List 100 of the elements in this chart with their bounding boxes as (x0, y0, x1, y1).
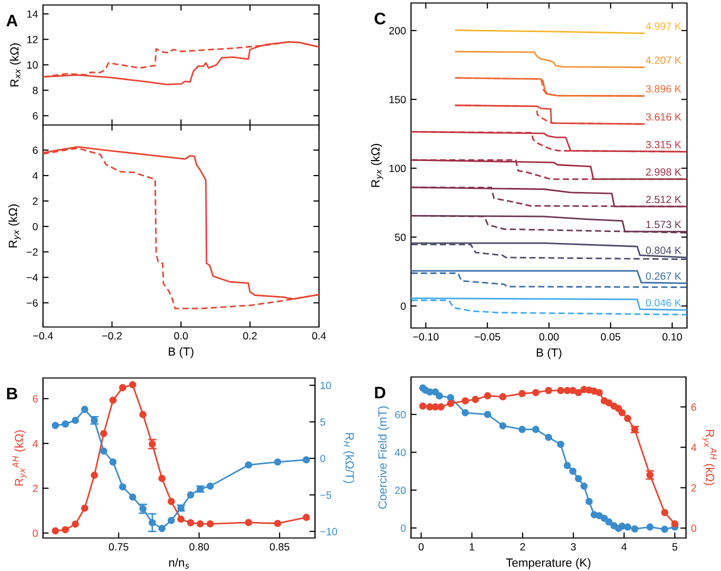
y-tick-label: 14 (27, 10, 38, 18)
y-tick-label: 10 (27, 61, 38, 69)
y-tick-label: 4 (32, 440, 38, 448)
x-tick-label: 0.00 (539, 333, 559, 341)
point (605, 399, 612, 406)
x-axis-title: n/n$_{s}$ (169, 558, 190, 569)
point (596, 512, 603, 520)
x-tick-label: 4 (621, 543, 627, 550)
y2-tick-label: −10 (320, 528, 338, 536)
x-tick-label: 2 (520, 543, 525, 550)
point (158, 474, 166, 482)
x-tick-label: −0.4 (33, 332, 53, 340)
y-tick-label: 200 (389, 27, 406, 34)
y-tick-label: 50 (394, 234, 406, 241)
y-tick-label: 4 (32, 172, 38, 180)
y2-axis-title: R$_{H}$ (kΩ/T) (343, 433, 354, 484)
point (569, 468, 576, 475)
y2-tick-label: 2 (691, 484, 696, 492)
point (119, 483, 126, 490)
series-label: 4.997 K (646, 22, 682, 30)
point (596, 388, 603, 396)
y-tick-label: −2 (26, 248, 38, 256)
point (624, 523, 632, 531)
point (186, 491, 194, 499)
series-label: 0.804 K (646, 246, 682, 254)
point (302, 456, 310, 464)
point (426, 388, 434, 396)
point (81, 406, 88, 414)
point (472, 396, 480, 404)
point (109, 458, 117, 466)
point (532, 426, 540, 434)
point (446, 394, 454, 402)
x-tick-label: 5 (672, 543, 678, 551)
point (618, 522, 626, 530)
point (100, 430, 108, 438)
point (62, 420, 69, 428)
point (274, 458, 282, 466)
series-label: 2.512 K (646, 196, 682, 204)
x-tick-label: 3 (570, 543, 576, 551)
y-tick-label: −4 (26, 274, 38, 282)
y2-tick-label: 4 (691, 444, 696, 452)
point (569, 386, 576, 394)
x-tick-label: −0.10 (413, 333, 439, 341)
point (631, 525, 638, 533)
y2-tick-label: 0 (691, 524, 696, 532)
point (499, 422, 506, 430)
y-tick-label: 6 (32, 112, 38, 120)
point (139, 410, 147, 418)
point (72, 416, 79, 424)
point (484, 392, 492, 400)
y-tick-label: 40 (394, 448, 406, 456)
chart-title: D (375, 386, 386, 398)
point (605, 518, 612, 526)
point (446, 400, 454, 408)
point (661, 526, 668, 533)
y-axis-title: R$_{yx}$$^{AH}$ (kΩ) (12, 430, 27, 486)
series-label: 3.896 K (646, 85, 682, 93)
y-tick-label: 0 (32, 530, 38, 537)
point (624, 414, 632, 422)
x-tick-label: 0.2 (243, 332, 257, 340)
point (196, 520, 204, 528)
point (186, 519, 194, 526)
point (462, 409, 469, 416)
y2-tick-label: 5 (320, 418, 326, 426)
x-tick-label: 0.05 (600, 333, 620, 341)
y-tick-label: 150 (390, 96, 406, 104)
point (129, 381, 136, 388)
point (302, 514, 310, 521)
x-tick-label: 0.80 (189, 543, 209, 551)
point (564, 462, 571, 470)
point (426, 403, 434, 411)
point (62, 526, 69, 534)
y-axis-title: R$_{yx}$ (kΩ) (370, 144, 384, 187)
point (158, 524, 166, 532)
chart-title: A (6, 14, 18, 26)
point (618, 409, 626, 416)
point (168, 498, 175, 506)
point (518, 390, 526, 398)
point (580, 482, 588, 490)
y-tick-label: 6 (32, 146, 38, 154)
point (544, 386, 552, 394)
series-label: 0.046 K (646, 299, 682, 307)
point (168, 516, 175, 524)
y-axis-title: R$_{xx}$ (kΩ) (10, 43, 21, 86)
y-axis-title: Coercive Field (mT) (378, 406, 389, 509)
y2-tick-label: 10 (320, 382, 332, 390)
point (90, 472, 98, 479)
point (419, 402, 426, 410)
point (518, 426, 526, 434)
point (100, 447, 108, 455)
point (557, 386, 564, 394)
y-tick-label: 8 (32, 86, 38, 94)
point (437, 403, 445, 411)
point (177, 516, 185, 523)
point (129, 493, 136, 501)
x-tick-label: 1 (470, 543, 474, 550)
point (671, 520, 678, 528)
point (564, 386, 571, 394)
point (585, 498, 593, 506)
point (81, 504, 88, 512)
